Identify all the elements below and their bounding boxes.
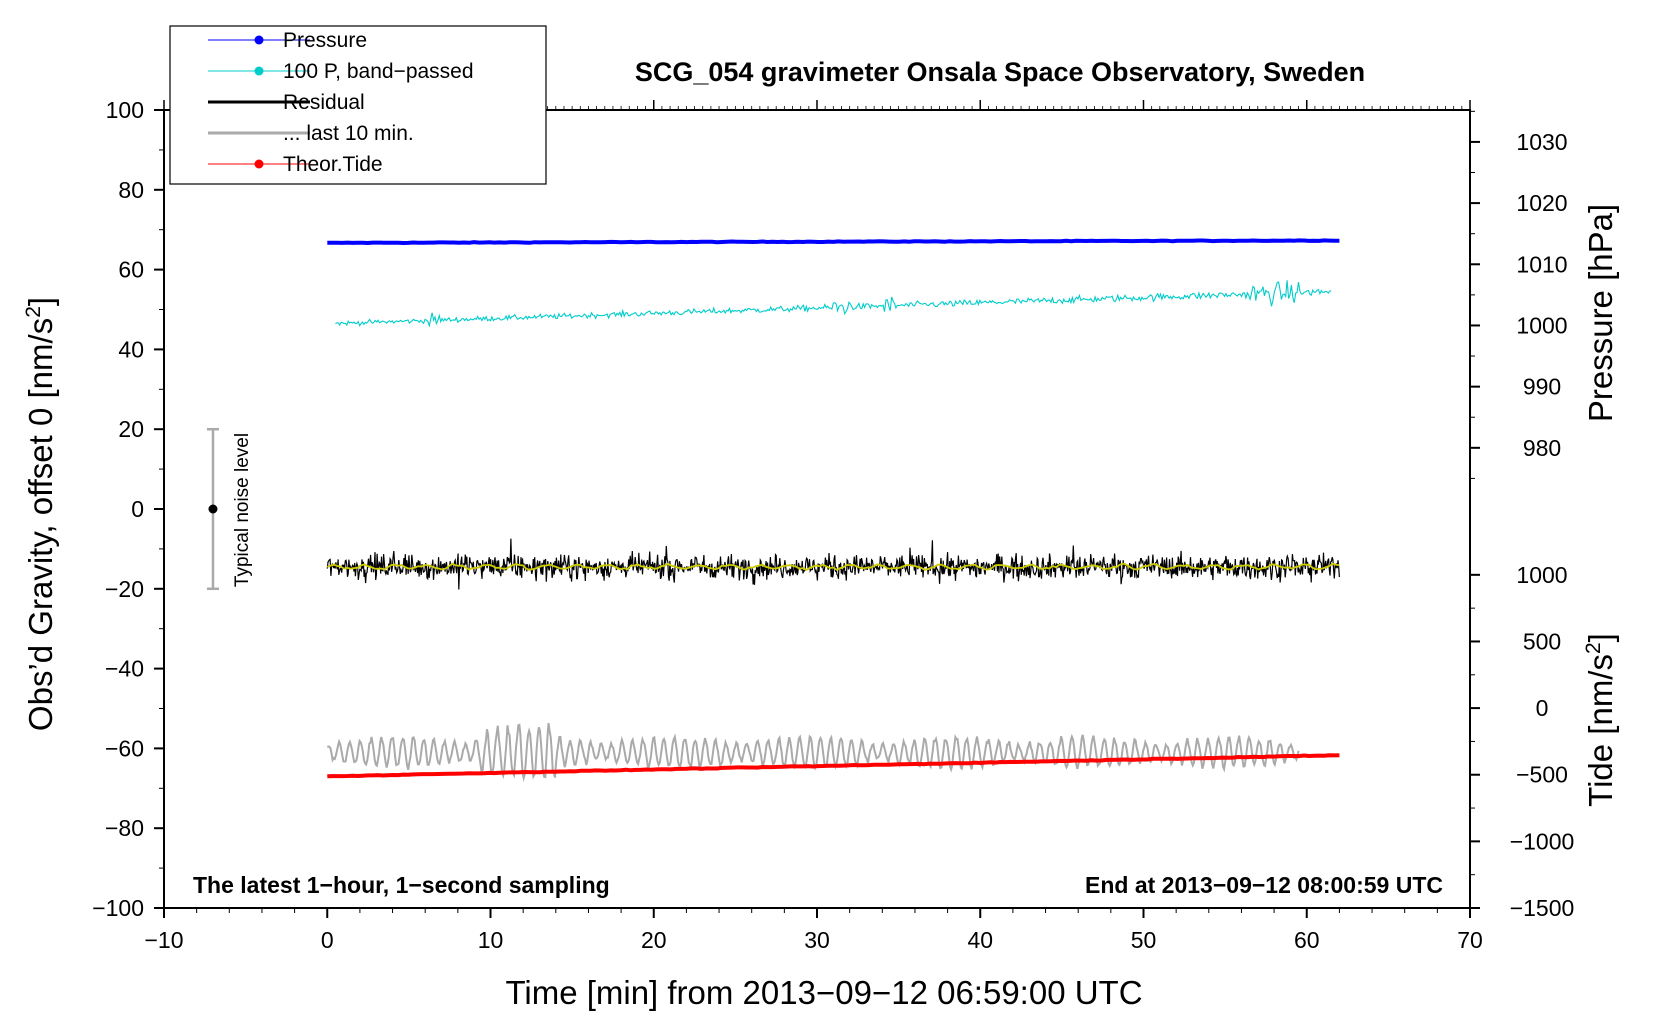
series-1-line (335, 280, 1332, 328)
legend-label-4: Theor.Tide (283, 153, 383, 176)
series-4-line (327, 753, 1340, 779)
tide-tick-label: 0 (1536, 695, 1549, 721)
legend-label-3: ... last 10 min. (283, 122, 414, 145)
plot-frame (163, 109, 1471, 909)
series-layer (206, 238, 1340, 782)
pressure-tick-label: 1000 (1516, 312, 1567, 338)
noise-bar-dot (208, 504, 218, 514)
x-tick-label: 40 (967, 927, 993, 953)
pressure-tick-label: 1030 (1516, 129, 1567, 155)
x-tick-label: 60 (1294, 927, 1320, 953)
x-tick-label: 20 (641, 927, 667, 953)
sampling-note: The latest 1−hour, 1−second sampling (193, 872, 610, 898)
pressure-tick-label: 980 (1523, 435, 1561, 461)
legend-label-2: Residual (283, 91, 365, 114)
legend: Pressure 100 P, band−passed Residual ... la… (169, 25, 547, 185)
y-tick-label: −80 (105, 815, 144, 841)
pressure-tick-label: 1010 (1516, 251, 1567, 277)
x-axis-title: Time [min] from 2013−09−12 06:59:00 UTC (505, 974, 1142, 1011)
legend-marker-1 (254, 66, 264, 76)
noise-level-label: Typical noise level (232, 433, 253, 587)
chart-title: SCG_054 gravimeter Onsala Space Observat… (635, 57, 1365, 87)
pressure-axis-title: Pressure [hPa] (1582, 204, 1619, 422)
pressure-tick-label: 1020 (1516, 190, 1567, 216)
legend-box (169, 25, 547, 185)
y-tick-label: −20 (105, 576, 144, 602)
pressure-tick-label: 990 (1523, 374, 1561, 400)
tide-axis-title: Tide [nm/s2] (1582, 633, 1619, 807)
y-tick-label: 40 (118, 336, 144, 362)
y-tick-label: −60 (105, 735, 144, 761)
axes: −10 0 10 20 30 40 50 60 70−100−80−60−40−20020406… (92, 97, 1574, 953)
tide-tick-label: 1000 (1516, 562, 1567, 588)
x-tick-label: 10 (478, 927, 504, 953)
y-tick-label: 0 (131, 496, 144, 522)
tide-tick-label: −500 (1516, 762, 1568, 788)
x-tick-label: 0 (321, 927, 334, 953)
legend-marker-4 (254, 159, 264, 169)
legend-label-1: 100 P, band−passed (283, 60, 474, 83)
x-tick-label: 70 (1457, 927, 1483, 953)
legend-marker-0 (254, 35, 264, 45)
x-tick-label: 30 (804, 927, 830, 953)
end-time-note: End at 2013−09−12 08:00:59 UTC (1085, 872, 1443, 898)
tide-tick-label: −1000 (1510, 828, 1575, 854)
y-tick-label: 100 (106, 97, 144, 123)
y-tick-label: −40 (105, 656, 144, 682)
series-3-line (326, 722, 1300, 782)
y-tick-label: −100 (92, 895, 144, 921)
y-tick-label: 80 (118, 177, 144, 203)
y-axis-title: Obs’d Gravity, offset 0 [nm/s2] (22, 297, 59, 731)
x-tick-label: 50 (1131, 927, 1157, 953)
x-tick-label: −10 (144, 927, 183, 953)
series-0-line (327, 238, 1340, 245)
series-2-smoothed (326, 562, 1340, 571)
y-tick-label: 20 (118, 416, 144, 442)
y-tick-label: 60 (118, 257, 144, 283)
tide-tick-label: −1500 (1510, 895, 1575, 921)
tide-tick-label: 500 (1523, 628, 1561, 654)
legend-label-0: Pressure (283, 29, 367, 52)
